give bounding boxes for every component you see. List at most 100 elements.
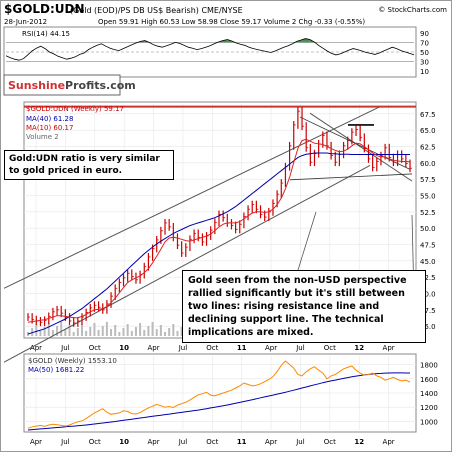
volume-bar [134, 327, 137, 336]
volume-bar [122, 328, 125, 336]
main-y-tick-label: 55.0 [420, 192, 436, 200]
main-legend-ma10: MA(10) 60.17 [26, 124, 73, 132]
rsi-tick-label: 30 [420, 59, 429, 67]
gold-y-tick-label: 1600 [420, 376, 438, 384]
volume-bar [105, 322, 108, 336]
main-y-tick-label: 57.5 [420, 176, 436, 184]
volume-bar [56, 326, 59, 336]
volume-bar [97, 330, 100, 336]
chart-symbol: $GOLD:UDN [4, 2, 85, 16]
chart-date: 28-Jun-2012 [4, 18, 47, 26]
main-y-tick-label: 62.5 [420, 143, 436, 151]
main-y-tick-label: 42.5 [420, 274, 436, 282]
gold-y-tick-label: 1200 [420, 404, 438, 412]
gold-layer: 1000 1200 1400 1600 1800 Apr Jul Oct 10 Apr Jul Oct… [24, 356, 438, 446]
gold-x-tick-label: Oct [206, 438, 218, 446]
volume-bar [155, 329, 158, 336]
rsi-tick-label: 90 [420, 30, 429, 38]
main-x-tick-label: Oct [324, 344, 336, 352]
main-legend-volume: Volume 2 [26, 133, 59, 141]
volume-bar [110, 329, 113, 336]
main-x-tick-label: 12 [354, 344, 364, 352]
chart-description: (Gold (EOD)/PS DB US$ Bearish) CME/NYSE [70, 6, 243, 15]
volume-bar [151, 322, 154, 336]
gold-y-tick-label: 1400 [420, 390, 438, 398]
volume-bar [35, 324, 38, 336]
main-x-tick-label: Jul [60, 344, 70, 352]
note-analysis: Gold seen from the non-USD perspective r… [182, 270, 426, 343]
volume-bar [180, 327, 183, 336]
rsi-legend: RSI(14) 44.15 [22, 30, 70, 38]
gold-legend-price: $GOLD (Weekly) 1553.10 [28, 357, 117, 365]
volume-bar [143, 330, 146, 336]
main-x-tick-label: Oct [206, 344, 218, 352]
main-y-tick-label: 52.5 [420, 209, 436, 217]
main-y-tick-label: 35.0 [420, 323, 436, 331]
volume-bar [76, 328, 79, 336]
main-y-tick-label: 40.0 [420, 291, 436, 299]
main-y-tick-label: 60.0 [420, 160, 436, 168]
ma10-line [27, 138, 411, 323]
gold-x-tick-label: 12 [354, 438, 364, 446]
rsi-tick-label: 50 [420, 49, 429, 57]
gold-x-tick-label: Jul [178, 438, 188, 446]
gold-legend-ma50: MA(50) 1681.22 [28, 366, 84, 374]
gold-x-tick-label: Jul [60, 438, 70, 446]
chart-ohlc: Open 59.91 High 60.53 Low 58.98 Close 59… [98, 18, 365, 26]
main-y-tick-label: 47.5 [420, 242, 436, 250]
rsi-overbought-fill [301, 38, 306, 43]
declining-resistance-line [299, 116, 411, 170]
gold-ma50-line [27, 372, 410, 431]
rising-support-line [3, 164, 371, 363]
main-x-tick-label: Apr [265, 344, 277, 352]
main-x-tick-label: Jul [295, 344, 305, 352]
rising-resistance-line [3, 106, 381, 289]
callout-leader [297, 211, 317, 271]
declining-support-line [309, 112, 413, 182]
brand-box [3, 74, 121, 96]
volume-bar [89, 327, 92, 336]
volume-bar [43, 327, 46, 336]
volume-bar [114, 325, 117, 336]
note-gold-udn-ratio: Gold:UDN ratio is very similar to gold p… [4, 150, 174, 180]
watermark: © StockCharts.com [378, 6, 447, 14]
volume-bar [147, 326, 150, 336]
volume-bar [164, 332, 167, 336]
volume-bar [51, 330, 54, 336]
gold-y-tick-label: 1000 [420, 418, 438, 426]
main-x-tick-label: 10 [119, 344, 129, 352]
volume-bar [47, 323, 50, 336]
volume-bar [93, 323, 96, 336]
volume-bar [39, 331, 42, 336]
gold-x-tick-label: Jul [295, 438, 305, 446]
main-x-tick-label: 11 [237, 344, 247, 352]
gold-y-tick-label: 1800 [420, 362, 438, 370]
main-x-tick-label: Apr [147, 344, 159, 352]
ma40-line [27, 152, 410, 335]
main-y-tick-label: 37.5 [420, 307, 436, 315]
main-y-tick-label: 50.0 [420, 225, 436, 233]
gold-x-tick-label: Apr [147, 438, 159, 446]
main-x-tick-label: Apr [383, 344, 395, 352]
rsi-tick-label: 70 [420, 39, 429, 47]
volume-bar [85, 331, 88, 336]
main-x-tick-label: Oct [89, 344, 101, 352]
horizontal-support-line [289, 173, 413, 181]
gold-x-tick-label: Oct [89, 438, 101, 446]
volume-bar [118, 332, 121, 336]
gold-x-tick-label: Apr [265, 438, 277, 446]
volume-bar [176, 331, 179, 336]
volume-bar [139, 323, 142, 336]
volume-bar [80, 324, 83, 336]
gold-x-tick-label: Apr [30, 438, 42, 446]
volume-bar [68, 325, 71, 336]
gold-x-tick-label: Oct [324, 438, 336, 446]
main-y-tick-label: 45.0 [420, 258, 436, 266]
volume-bar [130, 331, 133, 336]
volume-bar [172, 324, 175, 336]
main-y-tick-label: 65.0 [420, 127, 436, 135]
main-y-tick-label: 67.5 [420, 111, 436, 119]
